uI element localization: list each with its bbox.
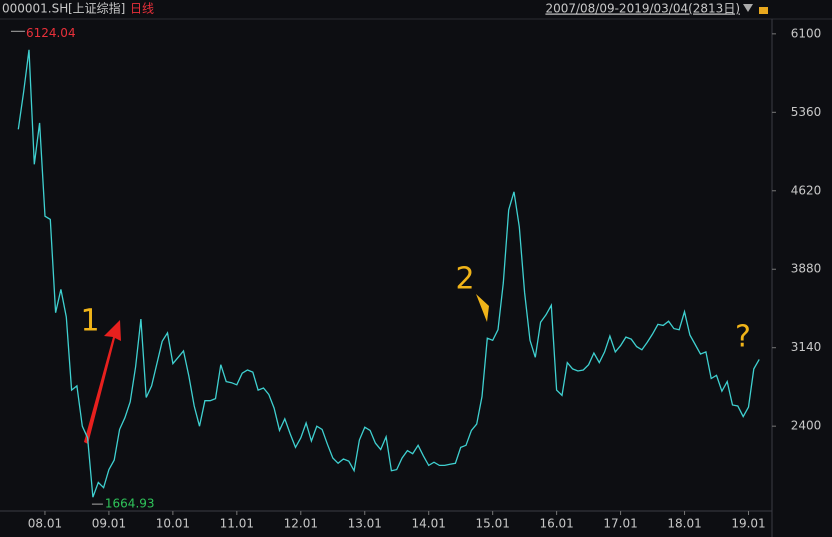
lock-icon[interactable] <box>759 7 768 14</box>
x-tick-label: 10.01 <box>156 517 190 531</box>
x-tick-label: 17.01 <box>603 517 637 531</box>
period: 日线 <box>130 2 154 16</box>
low-label: 1664.93 <box>105 497 155 511</box>
annotation: 2 <box>455 262 474 297</box>
y-tick-label: 5360 <box>791 105 822 119</box>
x-tick-label: 09.01 <box>92 517 126 531</box>
x-tick-label: 08.01 <box>28 517 62 531</box>
annotation: 1 <box>80 304 99 339</box>
x-tick-label: 11.01 <box>220 517 254 531</box>
dropdown-icon[interactable] <box>743 4 753 12</box>
date-range[interactable]: 2007/08/09-2019/03/04(2813日) <box>545 2 740 16</box>
y-tick-label: 2400 <box>791 419 822 433</box>
symbol: 000001.SH <box>2 2 68 16</box>
annotation-arrow <box>476 294 489 322</box>
y-tick-label: 4620 <box>791 183 822 197</box>
x-tick-label: 16.01 <box>539 517 573 531</box>
price-line <box>17 49 760 498</box>
annotation: ? <box>735 320 751 355</box>
x-tick-label: 13.01 <box>348 517 382 531</box>
x-tick-label: 18.01 <box>667 517 701 531</box>
y-tick-label: 3880 <box>791 262 822 276</box>
index-name: [上证综指] <box>68 1 125 16</box>
x-tick-label: 19.01 <box>731 517 765 531</box>
high-label: 6124.04 <box>26 26 76 40</box>
y-tick-label: 3140 <box>791 340 822 354</box>
y-tick-label: 6100 <box>791 26 822 40</box>
x-tick-label: 12.01 <box>284 517 318 531</box>
x-tick-label: 15.01 <box>475 517 509 531</box>
annotation-arrow <box>84 320 121 444</box>
x-tick-label: 14.01 <box>412 517 446 531</box>
